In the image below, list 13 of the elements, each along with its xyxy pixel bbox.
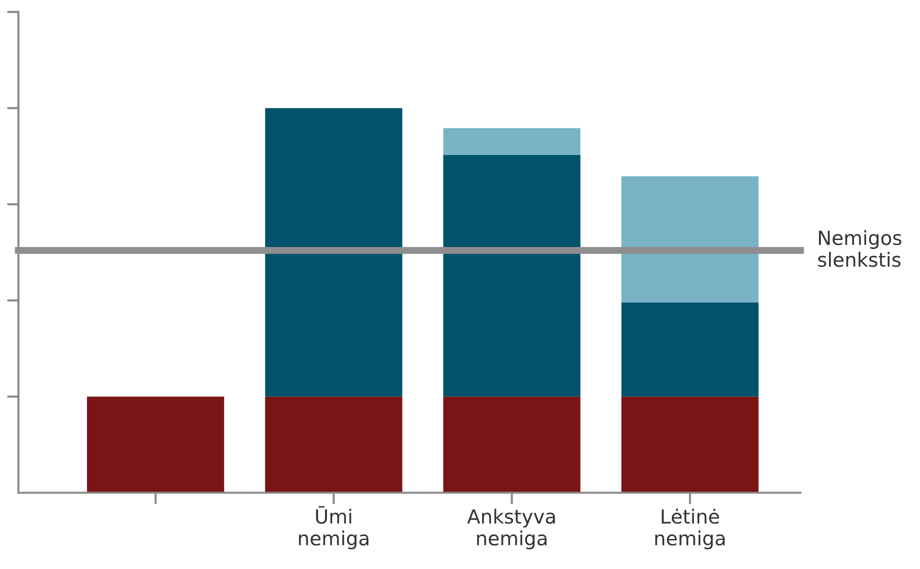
bar	[443, 396, 580, 493]
bar	[621, 176, 759, 302]
bar	[443, 155, 580, 397]
bar	[265, 108, 402, 397]
bar	[621, 302, 759, 397]
x-tick-label: Ūmi nemiga	[299, 506, 368, 550]
bar	[621, 396, 759, 493]
ref-line-label: Nemigos slenkstis	[818, 230, 902, 267]
bar	[265, 396, 402, 493]
bar	[86, 396, 224, 493]
bar	[443, 128, 580, 156]
x-tick-label: Ankstyva nemiga	[467, 508, 555, 550]
x-tick-label: Lėtinė nemiga	[655, 508, 725, 550]
